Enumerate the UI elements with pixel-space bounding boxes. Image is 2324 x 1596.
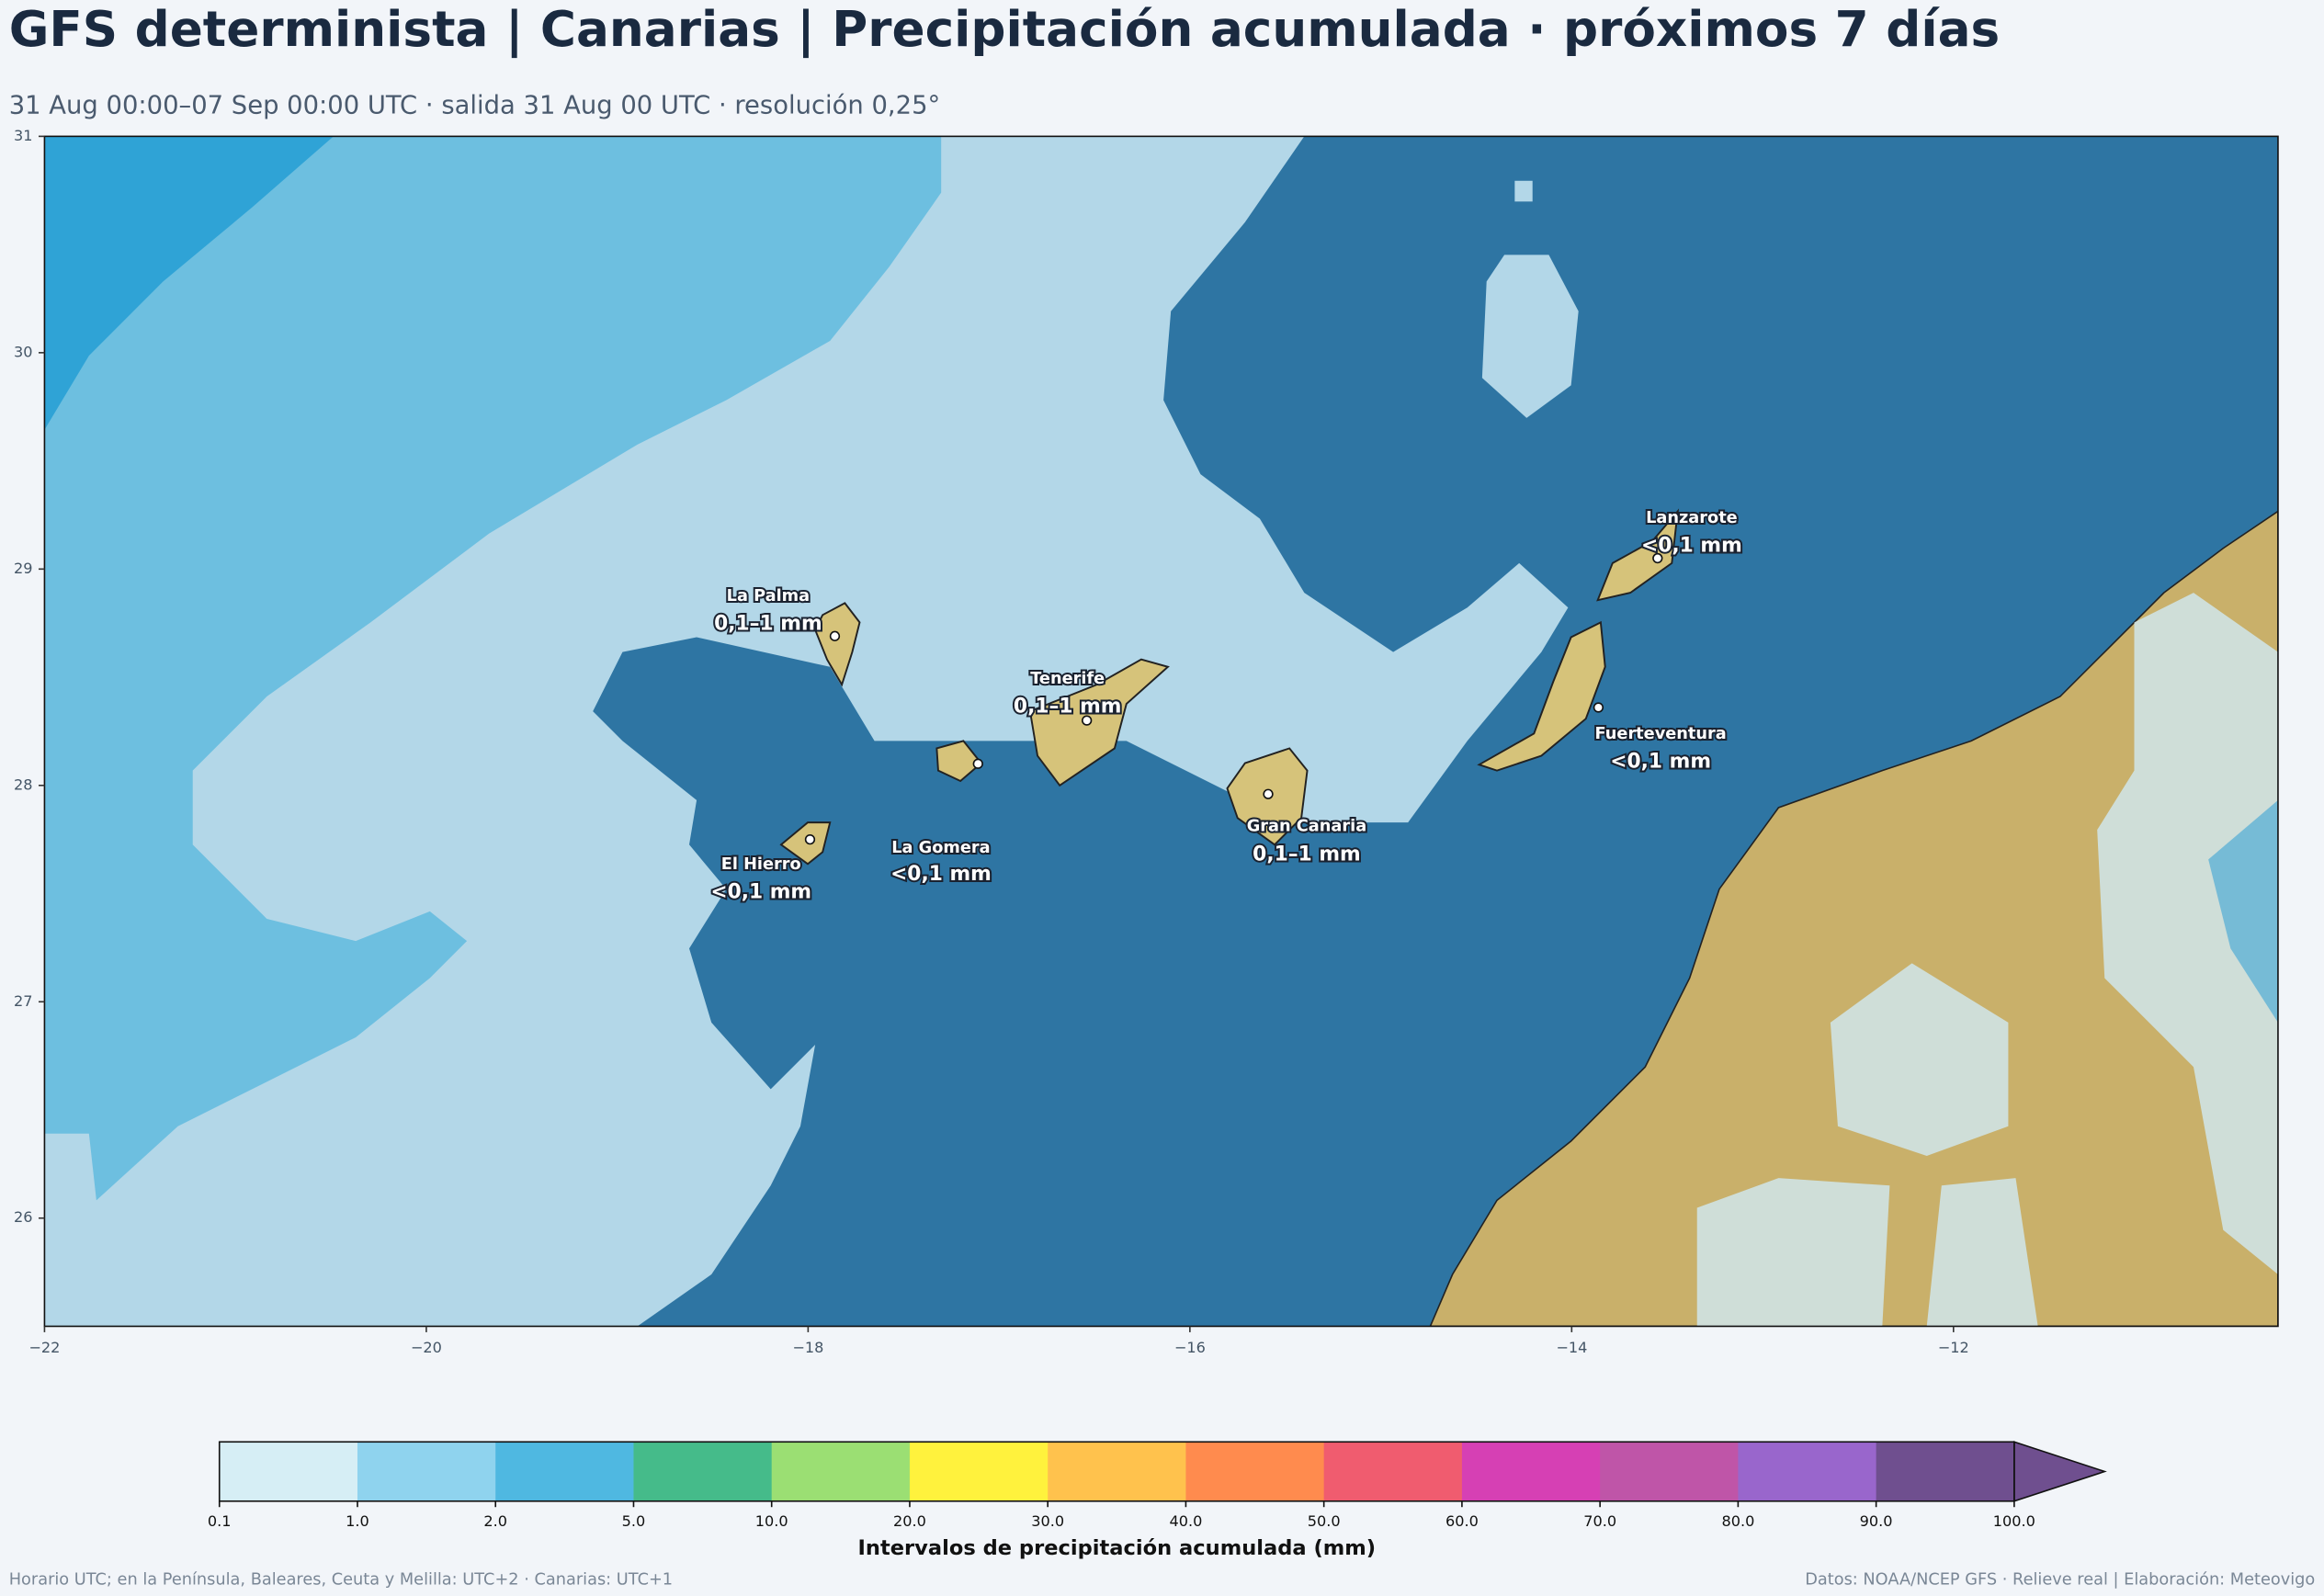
colorbar-bin bbox=[909, 1442, 1049, 1501]
island-value: <0,1 mm bbox=[890, 863, 992, 886]
colorbar-tick-label: 1.0 bbox=[346, 1512, 369, 1530]
colorbar-bin bbox=[1323, 1442, 1463, 1501]
colorbar-tick-label: 10.0 bbox=[755, 1512, 788, 1530]
island-name: Fuerteventura bbox=[1595, 725, 1727, 743]
island-name: Tenerife bbox=[1030, 670, 1105, 688]
colorbar-tick-label: 30.0 bbox=[1031, 1512, 1064, 1530]
africa-field-light bbox=[1830, 963, 2009, 1156]
y-tick-label: 31 bbox=[14, 127, 33, 144]
title: GFS determinista | Canarias | Precipitac… bbox=[9, 1, 2000, 58]
island-value: 0,1–1 mm bbox=[1253, 843, 1361, 866]
colorbar-bin bbox=[219, 1442, 358, 1501]
map-fields bbox=[44, 136, 2278, 1327]
y-tick-label: 27 bbox=[14, 992, 33, 1010]
colorbar-bin bbox=[1738, 1442, 1877, 1501]
y-tick-label: 28 bbox=[14, 775, 33, 793]
island-name: Gran Canaria bbox=[1247, 818, 1366, 836]
colorbar-bin bbox=[633, 1442, 773, 1501]
subtitle: 31 Aug 00:00–07 Sep 00:00 UTC · salida 3… bbox=[9, 92, 940, 120]
island-la-palma bbox=[814, 602, 861, 687]
x-tick-label: −18 bbox=[792, 1339, 823, 1356]
x-tick-label: −20 bbox=[411, 1339, 442, 1356]
island-marker bbox=[1263, 788, 1274, 799]
colorbar-bin bbox=[771, 1442, 911, 1501]
island-name: La Gomera bbox=[891, 839, 990, 857]
x-tick-label: −14 bbox=[1556, 1339, 1587, 1356]
colorbar-bin bbox=[1600, 1442, 1740, 1501]
island-value: <0,1 mm bbox=[710, 881, 811, 904]
x-tick-label: −12 bbox=[1938, 1339, 1969, 1356]
map-frame bbox=[43, 135, 2279, 1328]
island-name: Lanzarote bbox=[1646, 509, 1738, 527]
colorbar-tick-label: 100.0 bbox=[1993, 1512, 2035, 1530]
colorbar-tick-label: 0.1 bbox=[208, 1512, 232, 1530]
colorbar-bin bbox=[1461, 1442, 1601, 1501]
colorbar-tick-label: 50.0 bbox=[1308, 1512, 1341, 1530]
island-fuerteventura bbox=[1477, 620, 1606, 772]
colorbar-bin bbox=[357, 1442, 497, 1501]
africa-field-light bbox=[1696, 1178, 1890, 1327]
colorbar-label: Intervalos de precipitación acumulada (m… bbox=[857, 1536, 1376, 1560]
colorbar-tick-label: 80.0 bbox=[1721, 1512, 1754, 1530]
colorbar-tick-label: 90.0 bbox=[1860, 1512, 1893, 1530]
colorbar-bin bbox=[1185, 1442, 1325, 1501]
africa-field-light bbox=[1926, 1178, 2038, 1327]
field-light-patch bbox=[1514, 180, 1533, 202]
field-mid bbox=[44, 136, 942, 1201]
colorbar-bin bbox=[495, 1442, 635, 1501]
y-tick-label: 26 bbox=[14, 1208, 33, 1226]
island-marker bbox=[972, 758, 983, 769]
island-tenerife bbox=[1028, 658, 1170, 787]
island-name: El Hierro bbox=[721, 855, 801, 874]
island-el-hierro bbox=[779, 821, 832, 866]
africa-field-mid bbox=[2208, 799, 2278, 1023]
footer-left: Horario UTC; en la Península, Baleares, … bbox=[9, 1570, 673, 1589]
y-tick-label: 30 bbox=[14, 343, 33, 360]
africa-field-light bbox=[2097, 593, 2278, 1275]
colorbar-tick-label: 5.0 bbox=[622, 1512, 646, 1530]
colorbar-bin bbox=[1876, 1442, 2015, 1501]
island-value: <0,1 mm bbox=[1610, 751, 1711, 774]
colorbar-tick-label: 60.0 bbox=[1445, 1512, 1479, 1530]
x-tick-label: −16 bbox=[1174, 1339, 1206, 1356]
island-marker bbox=[1652, 552, 1663, 564]
colorbar-tick-label: 40.0 bbox=[1169, 1512, 1202, 1530]
colorbar-frame bbox=[218, 1441, 2015, 1502]
africa-land bbox=[1429, 510, 2278, 1327]
dynamic-layer: −22 −20 −18 −16 −14 −12 26 27 28 29 30 31 La Palma 0,… bbox=[9, 127, 2316, 1589]
colorbar-bin bbox=[1048, 1442, 1187, 1501]
colorbar-tick-label: 2.0 bbox=[483, 1512, 507, 1530]
island-value: 0,1–1 mm bbox=[714, 612, 822, 635]
colorbar-tick-label: 70.0 bbox=[1583, 1512, 1616, 1530]
island-value: <0,1 mm bbox=[1641, 535, 1742, 558]
island-value: 0,1–1 mm bbox=[1014, 696, 1122, 719]
colorbar-tick-label: 20.0 bbox=[893, 1512, 926, 1530]
x-tick-label: −22 bbox=[28, 1339, 60, 1356]
footer-right: Datos: NOAA/NCEP GFS · Relieve real | El… bbox=[1805, 1570, 2315, 1589]
island-marker bbox=[1082, 715, 1093, 726]
island-marker bbox=[1593, 702, 1604, 713]
y-tick-label: 29 bbox=[14, 560, 33, 577]
field-light-patch bbox=[1481, 255, 1579, 418]
island-name: La Palma bbox=[727, 587, 810, 606]
field-deep bbox=[44, 136, 334, 430]
island-marker bbox=[804, 834, 816, 845]
island-marker bbox=[829, 630, 841, 641]
island-lanzarote bbox=[1596, 508, 1680, 602]
island-la-gomera bbox=[935, 740, 983, 783]
